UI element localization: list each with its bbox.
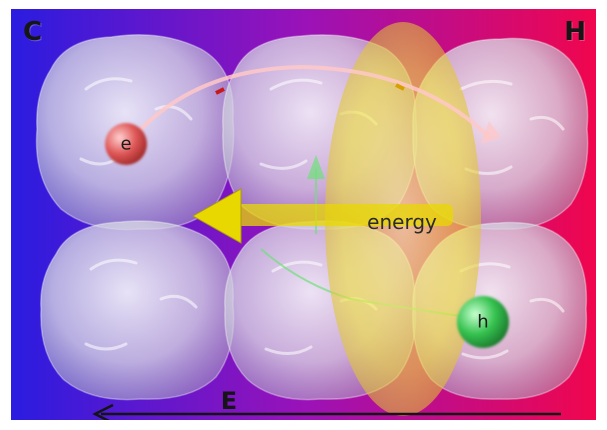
corner-label-right: H xyxy=(564,17,586,47)
cluster-bottom-left xyxy=(40,220,235,401)
field-label: E xyxy=(220,387,238,415)
corner-label-left: C xyxy=(23,17,43,47)
rendered-scene: C H e h energy E xyxy=(11,9,596,420)
energy-label: energy xyxy=(367,210,437,234)
field-arrow xyxy=(92,403,561,420)
electron-label: e xyxy=(120,133,132,155)
electron-trajectory xyxy=(127,64,501,144)
energy-arrow xyxy=(191,188,453,244)
scene-canvas xyxy=(11,9,596,420)
hole-label: h xyxy=(477,311,489,333)
electron-sphere xyxy=(105,123,147,165)
hole-sphere xyxy=(457,296,509,348)
